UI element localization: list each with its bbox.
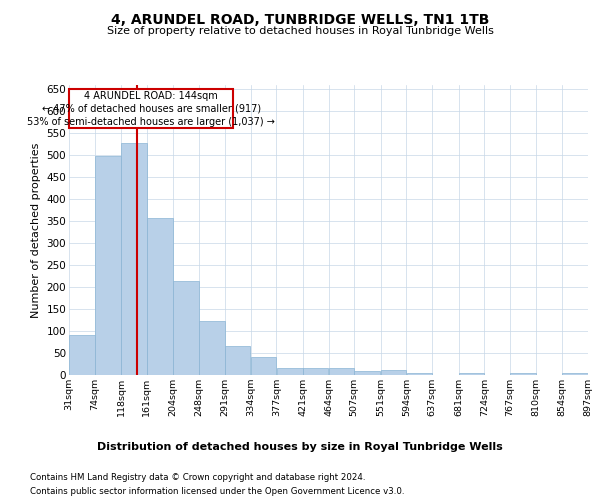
Text: Distribution of detached houses by size in Royal Tunbridge Wells: Distribution of detached houses by size … — [97, 442, 503, 452]
Bar — [199, 322, 224, 375]
Bar — [251, 356, 276, 375]
Bar — [407, 373, 432, 375]
Bar — [458, 373, 484, 375]
Y-axis label: Number of detached properties: Number of detached properties — [31, 142, 41, 318]
Bar — [355, 370, 380, 375]
Text: ← 47% of detached houses are smaller (917): ← 47% of detached houses are smaller (91… — [41, 104, 260, 114]
Bar — [147, 218, 173, 375]
Text: 4 ARUNDEL ROAD: 144sqm: 4 ARUNDEL ROAD: 144sqm — [84, 91, 218, 101]
Bar — [277, 368, 302, 375]
Bar — [225, 346, 250, 375]
Bar — [329, 368, 354, 375]
FancyBboxPatch shape — [69, 90, 233, 128]
Bar — [121, 143, 147, 375]
Bar — [69, 336, 95, 375]
Bar — [510, 373, 536, 375]
Text: Size of property relative to detached houses in Royal Tunbridge Wells: Size of property relative to detached ho… — [107, 26, 493, 36]
Text: 4, ARUNDEL ROAD, TUNBRIDGE WELLS, TN1 1TB: 4, ARUNDEL ROAD, TUNBRIDGE WELLS, TN1 1T… — [111, 12, 489, 26]
Bar — [95, 156, 121, 375]
Bar — [303, 368, 328, 375]
Bar — [381, 370, 406, 375]
Bar — [562, 373, 588, 375]
Text: 53% of semi-detached houses are larger (1,037) →: 53% of semi-detached houses are larger (… — [27, 116, 275, 126]
Bar — [173, 282, 199, 375]
Text: Contains public sector information licensed under the Open Government Licence v3: Contains public sector information licen… — [30, 488, 404, 496]
Text: Contains HM Land Registry data © Crown copyright and database right 2024.: Contains HM Land Registry data © Crown c… — [30, 472, 365, 482]
